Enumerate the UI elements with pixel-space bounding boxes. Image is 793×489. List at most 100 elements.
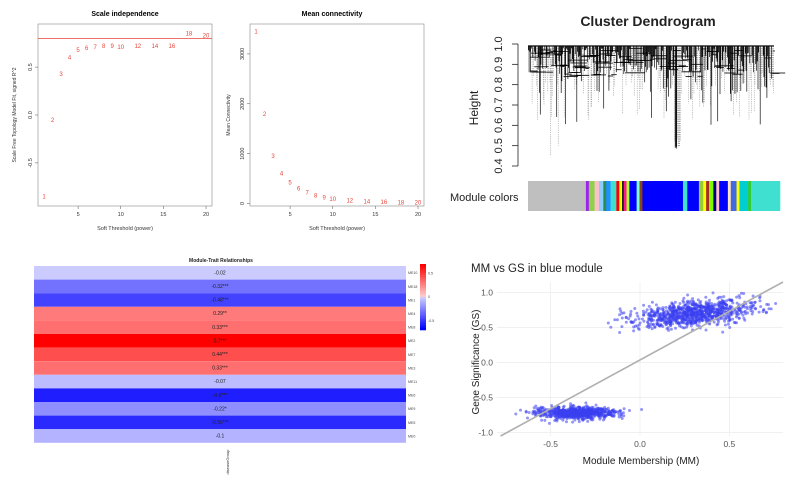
data-point-label: 6 xyxy=(85,46,89,52)
heatmap-cell xyxy=(34,320,406,334)
data-point xyxy=(711,291,715,295)
colorbar-step xyxy=(420,310,426,313)
data-point xyxy=(622,414,626,418)
colorbar-step xyxy=(420,294,426,298)
colorbar-step xyxy=(420,319,426,322)
data-point xyxy=(703,315,707,319)
data-point xyxy=(650,310,654,314)
data-point-label: 9 xyxy=(111,44,115,50)
data-point xyxy=(574,409,578,412)
colorbar-step xyxy=(420,297,426,300)
data-point-label: 4 xyxy=(280,172,284,178)
data-point xyxy=(586,405,590,409)
plot-frame xyxy=(249,23,425,207)
data-point xyxy=(563,409,567,413)
data-point xyxy=(727,298,731,302)
heatmap-cell xyxy=(34,293,406,307)
x-tick-label: 15 xyxy=(160,212,166,218)
heatmap-value: 0.29** xyxy=(213,311,227,317)
data-point xyxy=(672,306,676,310)
y-tick-label: 0 xyxy=(240,202,246,205)
data-point xyxy=(647,323,651,326)
data-point-label: 7 xyxy=(93,45,97,51)
chart-title: Module-Trait Relationships xyxy=(189,258,253,264)
module-label: ME7 xyxy=(408,353,415,357)
data-point xyxy=(672,310,676,313)
data-point xyxy=(632,329,636,333)
data-point xyxy=(728,326,732,329)
data-point xyxy=(636,326,640,330)
data-point xyxy=(636,314,640,318)
data-point xyxy=(661,308,665,312)
data-point xyxy=(705,305,709,309)
data-point xyxy=(683,303,687,307)
data-point xyxy=(706,302,710,306)
colorbar-step xyxy=(420,299,426,302)
y-axis: 0.4 0.5 0.6 0.7 0.8 0.9 1.0 xyxy=(493,36,519,174)
data-point xyxy=(705,318,709,322)
data-point xyxy=(674,315,678,319)
module-color-segment xyxy=(629,181,637,211)
data-point xyxy=(769,307,773,311)
x-tick-label: 0.5 xyxy=(723,439,735,449)
module-color-segment xyxy=(736,181,740,211)
data-point xyxy=(767,303,770,307)
data-point-label: 2 xyxy=(51,118,55,124)
data-point-label: 9 xyxy=(323,196,327,202)
data-point xyxy=(774,302,778,305)
data-point xyxy=(519,408,522,412)
data-point xyxy=(741,313,745,317)
heatmap-value: 0.33*** xyxy=(212,325,228,331)
data-point xyxy=(664,316,668,320)
colorbar-step xyxy=(420,281,426,285)
data-point xyxy=(743,309,747,313)
data-point xyxy=(526,416,529,420)
data-point xyxy=(721,305,725,309)
module-color-segment xyxy=(594,181,600,211)
data-point xyxy=(619,309,623,313)
colorbar: 0.5 0 -0.5 xyxy=(420,264,434,331)
data-point xyxy=(539,409,543,413)
module-color-segment xyxy=(603,181,607,211)
data-point xyxy=(547,410,551,414)
data-point xyxy=(683,321,687,325)
data-point xyxy=(697,309,701,313)
data-point xyxy=(689,307,693,311)
data-point xyxy=(661,311,665,315)
data-point-label: 2 xyxy=(263,112,267,118)
module-label: ME11 xyxy=(408,380,417,384)
data-point xyxy=(696,298,700,302)
module-label: ME8 xyxy=(408,326,415,330)
data-point xyxy=(757,310,761,314)
data-point xyxy=(742,292,746,295)
data-point xyxy=(620,417,624,420)
data-point xyxy=(634,318,637,322)
data-point xyxy=(671,319,675,323)
data-point xyxy=(658,307,662,311)
colorbar-step xyxy=(420,303,426,307)
data-point xyxy=(720,311,724,315)
data-point xyxy=(632,325,636,329)
data-point xyxy=(722,295,726,299)
data-point xyxy=(584,408,588,412)
module-label: ME0 xyxy=(408,434,415,438)
data-point xyxy=(711,314,715,318)
colorbar-step xyxy=(420,275,426,278)
module-color-segment xyxy=(716,181,720,211)
heatmap-cell xyxy=(34,374,406,389)
module-color-segment xyxy=(585,181,590,211)
data-point xyxy=(628,409,631,412)
data-point xyxy=(726,322,730,326)
data-point xyxy=(531,412,535,416)
data-point xyxy=(647,318,651,321)
module-label: ME5 xyxy=(408,421,415,425)
data-point xyxy=(687,305,691,309)
y-tick-label: -0.5 xyxy=(28,158,34,167)
data-point xyxy=(654,303,658,307)
data-point xyxy=(573,418,577,422)
data-point xyxy=(633,307,637,310)
data-point xyxy=(642,311,646,315)
data-point xyxy=(619,409,622,413)
data-point xyxy=(617,412,621,416)
data-point xyxy=(749,309,753,313)
